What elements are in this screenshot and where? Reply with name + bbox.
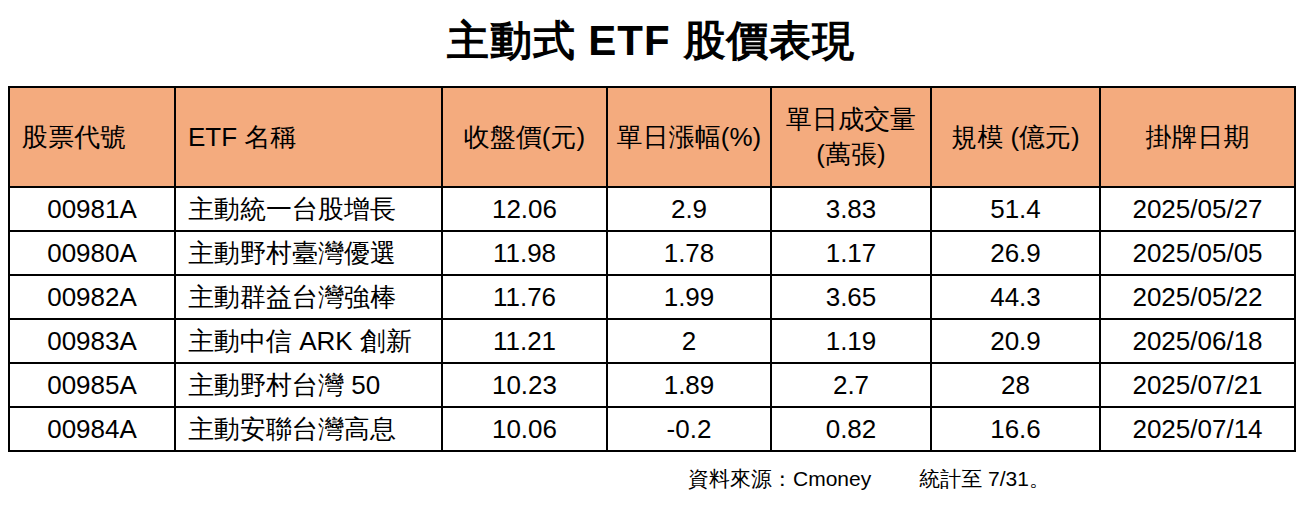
footnote: 資料來源：Cmoney 統計至 7/31。 bbox=[688, 465, 1302, 493]
table-row: 00981A 主動統一台股增長 12.06 2.9 3.83 51.4 2025… bbox=[9, 187, 1295, 231]
cell-listed: 2025/06/18 bbox=[1100, 319, 1295, 363]
table-row: 00983A 主動中信 ARK 創新 11.21 2 1.19 20.9 202… bbox=[9, 319, 1295, 363]
column-header-close: 收盤價(元) bbox=[442, 87, 607, 187]
cell-close: 11.98 bbox=[442, 231, 607, 275]
cell-listed: 2025/05/22 bbox=[1100, 275, 1295, 319]
cell-code: 00985A bbox=[9, 363, 175, 407]
cell-change: 1.89 bbox=[607, 363, 771, 407]
cell-volume: 1.19 bbox=[771, 319, 931, 363]
cell-volume: 3.65 bbox=[771, 275, 931, 319]
stats-asof-note: 統計至 7/31。 bbox=[919, 467, 1050, 490]
column-header-volume-line2: (萬張) bbox=[772, 137, 930, 172]
column-header-volume: 單日成交量 (萬張) bbox=[771, 87, 931, 187]
cell-volume: 0.82 bbox=[771, 407, 931, 451]
data-source-note: 資料來源：Cmoney bbox=[688, 467, 871, 490]
table-row: 00980A 主動野村臺灣優選 11.98 1.78 1.17 26.9 202… bbox=[9, 231, 1295, 275]
cell-change: 1.99 bbox=[607, 275, 771, 319]
cell-code: 00981A bbox=[9, 187, 175, 231]
cell-code: 00982A bbox=[9, 275, 175, 319]
etf-price-page: 主動式 ETF 股價表現 股票代號 ETF 名稱 收盤價(元) 單日漲幅(%) … bbox=[0, 0, 1302, 516]
cell-scale: 28 bbox=[931, 363, 1100, 407]
cell-code: 00984A bbox=[9, 407, 175, 451]
column-header-listed: 掛牌日期 bbox=[1100, 87, 1295, 187]
table-row: 00984A 主動安聯台灣高息 10.06 -0.2 0.82 16.6 202… bbox=[9, 407, 1295, 451]
cell-code: 00980A bbox=[9, 231, 175, 275]
cell-change: -0.2 bbox=[607, 407, 771, 451]
cell-name: 主動安聯台灣高息 bbox=[175, 407, 442, 451]
column-header-code: 股票代號 bbox=[9, 87, 175, 187]
table-row: 00982A 主動群益台灣強棒 11.76 1.99 3.65 44.3 202… bbox=[9, 275, 1295, 319]
cell-scale: 16.6 bbox=[931, 407, 1100, 451]
etf-table: 股票代號 ETF 名稱 收盤價(元) 單日漲幅(%) 單日成交量 (萬張) 規模… bbox=[8, 86, 1296, 452]
cell-name: 主動野村台灣 50 bbox=[175, 363, 442, 407]
column-header-scale: 規模 (億元) bbox=[931, 87, 1100, 187]
table-row: 00985A 主動野村台灣 50 10.23 1.89 2.7 28 2025/… bbox=[9, 363, 1295, 407]
column-header-change: 單日漲幅(%) bbox=[607, 87, 771, 187]
cell-name: 主動統一台股增長 bbox=[175, 187, 442, 231]
cell-scale: 51.4 bbox=[931, 187, 1100, 231]
cell-name: 主動中信 ARK 創新 bbox=[175, 319, 442, 363]
cell-listed: 2025/05/27 bbox=[1100, 187, 1295, 231]
cell-close: 11.76 bbox=[442, 275, 607, 319]
cell-volume: 2.7 bbox=[771, 363, 931, 407]
cell-listed: 2025/07/21 bbox=[1100, 363, 1295, 407]
cell-name: 主動群益台灣強棒 bbox=[175, 275, 442, 319]
cell-change: 1.78 bbox=[607, 231, 771, 275]
cell-listed: 2025/07/14 bbox=[1100, 407, 1295, 451]
page-title: 主動式 ETF 股價表現 bbox=[0, 0, 1302, 66]
cell-close: 10.23 bbox=[442, 363, 607, 407]
cell-scale: 44.3 bbox=[931, 275, 1100, 319]
cell-name: 主動野村臺灣優選 bbox=[175, 231, 442, 275]
cell-close: 10.06 bbox=[442, 407, 607, 451]
cell-close: 11.21 bbox=[442, 319, 607, 363]
cell-volume: 1.17 bbox=[771, 231, 931, 275]
cell-change: 2.9 bbox=[607, 187, 771, 231]
cell-volume: 3.83 bbox=[771, 187, 931, 231]
cell-scale: 26.9 bbox=[931, 231, 1100, 275]
cell-code: 00983A bbox=[9, 319, 175, 363]
cell-scale: 20.9 bbox=[931, 319, 1100, 363]
cell-close: 12.06 bbox=[442, 187, 607, 231]
table-header-row: 股票代號 ETF 名稱 收盤價(元) 單日漲幅(%) 單日成交量 (萬張) 規模… bbox=[9, 87, 1295, 187]
column-header-volume-line1: 單日成交量 bbox=[772, 102, 930, 137]
cell-listed: 2025/05/05 bbox=[1100, 231, 1295, 275]
cell-change: 2 bbox=[607, 319, 771, 363]
column-header-name: ETF 名稱 bbox=[175, 87, 442, 187]
